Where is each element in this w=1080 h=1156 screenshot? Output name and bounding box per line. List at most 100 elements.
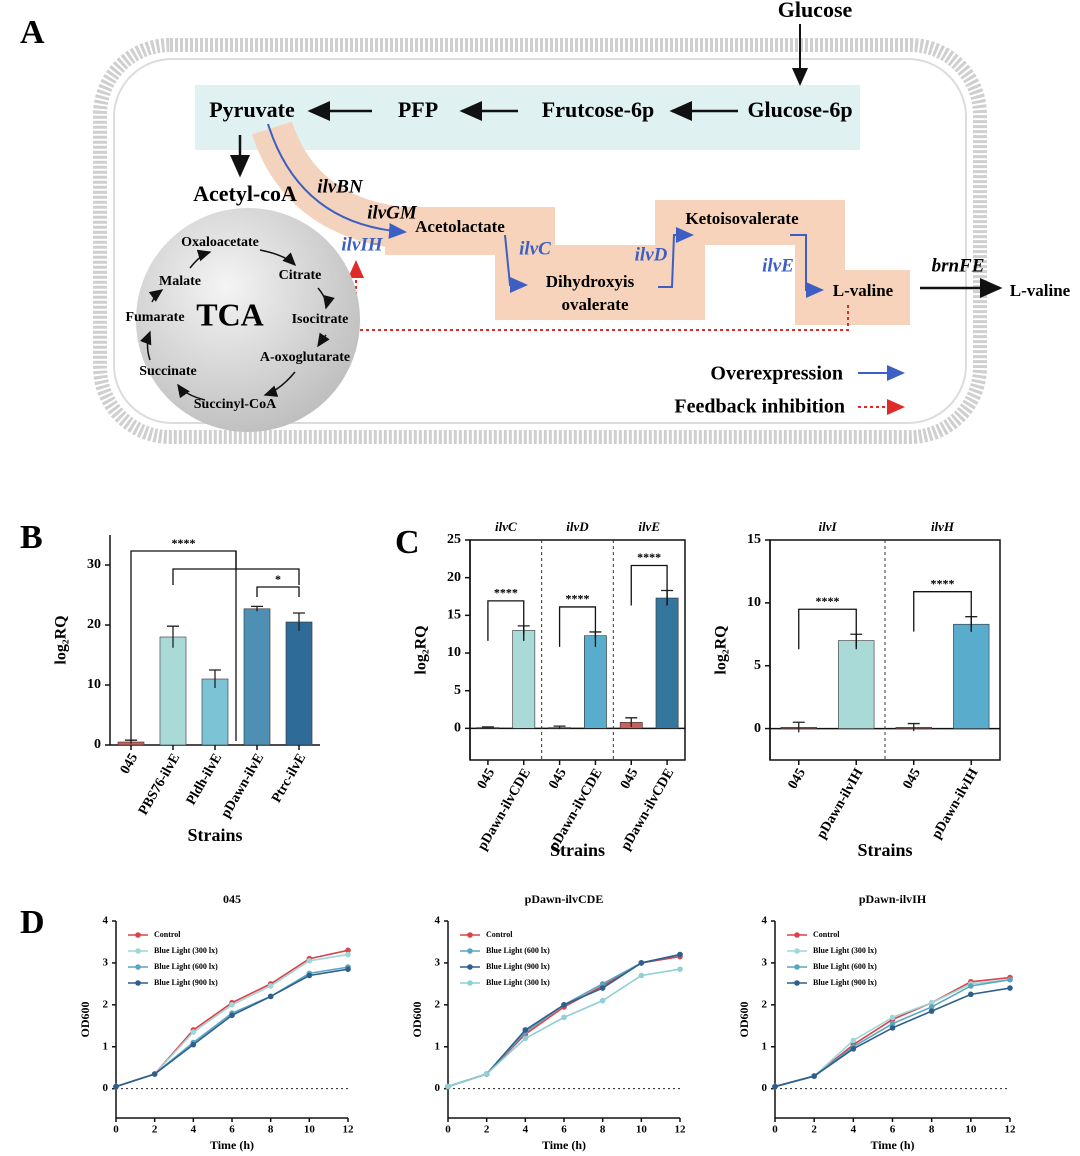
node: Acetolactate <box>415 217 505 236</box>
legend-marker <box>467 948 473 954</box>
y-tick-label: 4 <box>762 915 768 927</box>
x-tick-label: 0 <box>445 1124 451 1136</box>
chart-title: 045 <box>223 892 241 906</box>
point <box>772 1083 778 1090</box>
group-label: ilvC <box>495 519 517 534</box>
metabolite: A-oxoglutarate <box>260 350 350 365</box>
x-axis-label: Time (h) <box>210 1138 254 1152</box>
legend-label: Blue Light (600 lx) <box>486 946 550 955</box>
y-tick-label: 0 <box>94 737 101 752</box>
x-tick-label: 2 <box>152 1124 158 1136</box>
group-label: ilvI <box>818 519 837 534</box>
legend-marker <box>794 932 800 938</box>
x-axis-label: Time (h) <box>870 1138 914 1152</box>
x-axis-label: Time (h) <box>542 1138 586 1152</box>
y-tick-label: 25 <box>447 532 461 547</box>
x-tick-label: 2 <box>811 1124 817 1136</box>
error-bar <box>553 725 566 730</box>
series-line <box>774 978 1011 1088</box>
metabolite: Isocitrate <box>292 312 349 327</box>
point <box>599 981 606 987</box>
x-tick-label: 045 <box>118 751 141 777</box>
point <box>1007 976 1013 983</box>
point <box>267 983 274 989</box>
legend-marker <box>794 964 800 970</box>
significance-bracket <box>913 591 972 632</box>
feedback-arrow <box>348 260 849 331</box>
node: ovalerate <box>561 295 628 314</box>
series-line <box>115 949 349 1088</box>
node: Ketoisovalerate <box>685 209 799 228</box>
x-tick-label: Ptrc-ilvE <box>269 751 309 805</box>
x-tick-label: 4 <box>851 1124 857 1136</box>
point <box>522 1035 529 1042</box>
x-tick-label: pDawn-ilvIH <box>814 766 866 842</box>
y-tick-label: 4 <box>435 915 441 927</box>
point <box>345 951 351 958</box>
x-tick-label: 8 <box>600 1124 606 1136</box>
legend-label: Control <box>813 930 840 939</box>
node: L-valine <box>833 281 894 300</box>
point <box>345 966 351 973</box>
x-axis-label: Strains <box>550 840 605 860</box>
tca-label: TCA <box>196 296 264 332</box>
glycolysis-band <box>195 85 860 150</box>
legend-marker <box>467 980 473 986</box>
x-tick-label: pDawn-ilvE <box>218 751 267 820</box>
y-axis-label: log₂RQ <box>713 625 730 674</box>
series-line <box>115 968 349 1088</box>
x-tick-label: 10 <box>636 1124 648 1136</box>
y-tick-label: 2 <box>435 998 441 1010</box>
x-axis-label: Strains <box>857 840 912 860</box>
y-tick-label: 30 <box>87 557 101 572</box>
metabolite: Malate <box>159 274 201 289</box>
significance-label: **** <box>931 576 955 590</box>
node: Glucose <box>778 0 853 22</box>
membrane <box>93 38 987 444</box>
x-tick-label: 12 <box>675 1124 687 1136</box>
point <box>345 947 351 954</box>
x-tick-label: 0 <box>113 1124 119 1136</box>
y-tick-label: 1 <box>103 1040 109 1052</box>
legend-label: Control <box>154 930 181 939</box>
legend-label: Control <box>486 930 513 939</box>
x-tick-label: 045 <box>546 766 569 792</box>
y-tick-label: 0 <box>754 721 761 736</box>
point <box>267 993 274 1000</box>
bar <box>201 678 229 746</box>
error-bar <box>209 669 221 688</box>
x-tick-label: 6 <box>229 1124 235 1136</box>
y-tick-label: 3 <box>435 956 441 968</box>
gene: brnFE <box>932 255 985 276</box>
bar <box>655 597 679 729</box>
x-tick-label: 045 <box>786 766 809 792</box>
gene: ilvE <box>762 255 794 276</box>
legend-marker <box>467 964 473 970</box>
x-tick-label: 2 <box>484 1124 490 1136</box>
y-tick-label: 15 <box>747 532 761 547</box>
legend-label: Blue Light (300 lx) <box>154 946 218 955</box>
y-tick-label: 10 <box>447 645 461 660</box>
significance-label: **** <box>494 586 518 600</box>
y-tick-label: 1 <box>762 1040 768 1052</box>
node: Dihydroxyis <box>546 272 635 291</box>
metabolite: Succinyl-CoA <box>194 397 277 412</box>
valine-band <box>385 200 910 325</box>
y-tick-label: 0 <box>762 1082 768 1094</box>
y-tick-label: 0 <box>435 1082 441 1094</box>
x-tick-label: 4 <box>523 1124 529 1136</box>
legend-label: Blue Light (600 lx) <box>154 962 218 971</box>
point <box>889 1025 896 1031</box>
significance-label: * <box>275 572 281 586</box>
x-tick-label: pDawn-ilvIH <box>929 766 981 842</box>
legend-marker <box>135 980 141 986</box>
y-tick-label: 5 <box>454 683 461 698</box>
y-tick-label: 2 <box>103 998 109 1010</box>
x-tick-label: Pldh-ilvE <box>184 751 225 808</box>
legend-marker <box>794 980 800 986</box>
significance-label: **** <box>637 550 661 564</box>
point <box>599 985 606 991</box>
x-tick-label: 12 <box>343 1124 355 1136</box>
y-axis-label: OD600 <box>737 1002 751 1038</box>
bar <box>285 621 313 746</box>
